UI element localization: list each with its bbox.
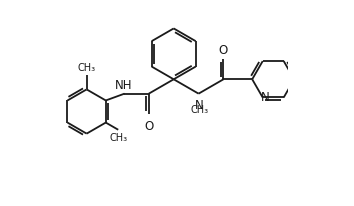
Text: N: N [195,98,204,111]
Text: O: O [144,119,153,132]
Text: CH₃: CH₃ [78,63,96,73]
Text: N: N [261,90,270,103]
Text: CH₃: CH₃ [109,133,127,143]
Text: O: O [219,44,228,57]
Text: CH₃: CH₃ [190,105,208,115]
Text: NH: NH [115,79,132,91]
